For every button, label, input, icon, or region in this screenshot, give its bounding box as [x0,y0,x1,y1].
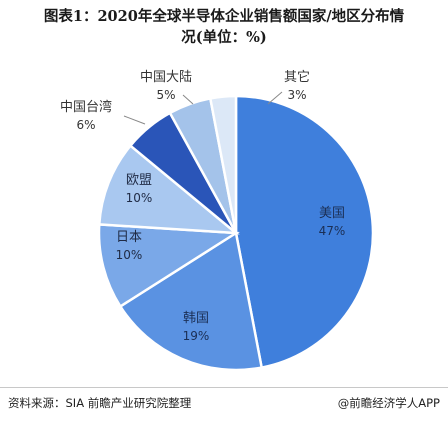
pie-slice-6 [208,94,238,234]
pie-slice-0 [234,94,375,370]
source-note: 资料来源：SIA 前瞻产业研究院整理 [8,396,192,410]
pie-slice-2 [97,223,240,309]
slice-label-3: 欧盟 [126,173,152,188]
slice-label-2: 日本 [116,230,142,245]
chart-title: 图表1：2020年全球半导体企业销售额国家/地区分布情 况(单位：%) [6,6,442,48]
leader-line-6 [267,91,283,105]
slice-value-5: 5% [156,88,175,102]
slice-value-6: 3% [287,88,306,102]
credit-note: @前瞻经济学人APP [337,396,440,410]
slice-label-4: 中国台湾 [60,99,112,115]
footer-divider [0,387,448,388]
slice-value-2: 10% [116,248,143,262]
slice-value-0: 47% [319,224,346,238]
chart-title-line1: 图表1：2020年全球半导体企业销售额国家/地区分布情 [43,8,405,25]
pie-slice-3 [97,143,240,235]
slice-label-6: 其它 [284,69,310,85]
slice-value-4: 6% [76,118,95,132]
chart-title-line2: 况(单位：%) [181,29,267,46]
leader-line-5 [182,94,194,105]
pie-slice-1 [118,230,264,372]
slice-label-5: 中国大陆 [140,69,192,85]
leader-line-4 [123,115,146,125]
slice-value-1: 19% [183,329,210,343]
slice-label-0: 美国 [319,206,345,221]
slice-value-3: 10% [126,191,153,205]
slice-label-1: 韩国 [183,311,209,326]
